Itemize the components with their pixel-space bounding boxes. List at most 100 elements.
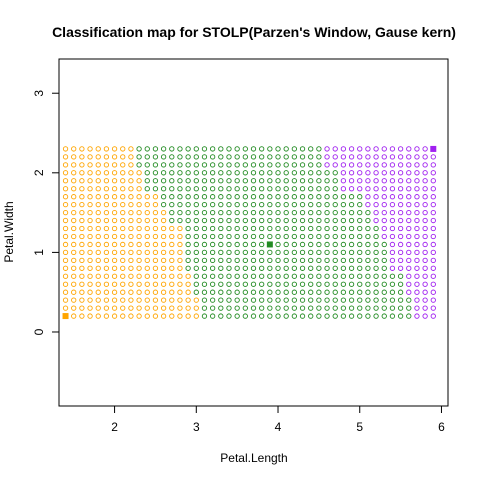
classified-point-setosa	[144, 217, 150, 224]
classified-point-setosa	[152, 217, 159, 224]
classified-point-virginica	[406, 241, 412, 248]
classified-point-versicolor	[373, 305, 379, 311]
classified-point-versicolor	[357, 273, 363, 279]
classified-point-setosa	[79, 233, 85, 240]
classified-point-setosa	[62, 281, 69, 287]
classified-point-setosa	[87, 201, 93, 208]
classified-point-virginica	[348, 146, 355, 152]
classified-point-versicolor	[340, 289, 347, 295]
y-tick-label: 1	[32, 249, 46, 256]
classified-point-versicolor	[381, 289, 387, 295]
classified-point-setosa	[79, 257, 85, 264]
classified-point-versicolor	[193, 154, 199, 160]
classified-point-setosa	[185, 313, 191, 319]
classified-point-versicolor	[250, 281, 257, 287]
classified-point-virginica	[406, 146, 412, 152]
classified-point-versicolor	[242, 305, 248, 311]
classified-point-versicolor	[218, 305, 224, 311]
classified-point-versicolor	[332, 225, 338, 232]
classified-point-setosa	[169, 313, 175, 319]
classified-point-versicolor	[299, 281, 306, 287]
classified-point-setosa	[128, 225, 134, 232]
classified-point-versicolor	[291, 217, 298, 224]
classified-point-virginica	[357, 146, 363, 152]
classified-point-versicolor	[226, 273, 232, 279]
classified-point-versicolor	[201, 289, 208, 295]
classified-point-setosa	[62, 297, 69, 303]
classified-point-versicolor	[226, 194, 232, 200]
classified-point-setosa	[136, 273, 142, 279]
classified-point-versicolor	[234, 146, 240, 152]
classified-point-versicolor	[267, 249, 273, 256]
classified-point-versicolor	[275, 313, 281, 319]
classified-point-versicolor	[185, 233, 191, 240]
classified-point-versicolor	[226, 313, 232, 319]
classified-point-versicolor	[316, 241, 322, 248]
classified-point-versicolor	[373, 281, 379, 287]
classified-point-versicolor	[357, 305, 363, 311]
classified-point-setosa	[79, 241, 85, 248]
classified-point-setosa	[152, 273, 159, 279]
classified-point-virginica	[357, 186, 363, 192]
classified-point-versicolor	[193, 257, 199, 264]
y-tick-label: 3	[32, 90, 46, 97]
classified-point-versicolor	[267, 170, 273, 176]
classified-point-virginica	[430, 225, 436, 232]
classified-point-setosa	[111, 257, 118, 264]
classified-point-virginica	[389, 209, 396, 216]
classified-point-virginica	[414, 178, 420, 184]
classified-point-virginica	[389, 154, 396, 160]
classified-point-versicolor	[357, 194, 363, 200]
classified-point-versicolor	[218, 313, 224, 319]
classified-point-setosa	[169, 281, 175, 287]
classified-point-versicolor	[177, 178, 183, 184]
classified-point-versicolor	[259, 233, 265, 240]
classified-point-setosa	[71, 186, 77, 192]
classified-point-versicolor	[201, 305, 208, 311]
classified-point-versicolor	[226, 201, 232, 208]
classified-point-setosa	[95, 281, 101, 287]
classified-point-versicolor	[316, 146, 322, 152]
classified-point-versicolor	[250, 225, 257, 232]
classified-point-virginica	[397, 186, 404, 192]
classified-point-setosa	[120, 194, 126, 200]
classified-point-versicolor	[324, 217, 330, 224]
classified-point-versicolor	[169, 186, 175, 192]
classified-point-virginica	[365, 146, 371, 152]
classified-point-virginica	[389, 162, 396, 168]
classified-point-versicolor	[316, 209, 322, 216]
classified-point-virginica	[430, 170, 436, 176]
classified-point-versicolor	[234, 265, 240, 271]
classified-point-versicolor	[324, 178, 330, 184]
classified-point-versicolor	[234, 178, 240, 184]
classified-point-versicolor	[193, 217, 199, 224]
classified-point-setosa	[95, 178, 101, 184]
classified-point-versicolor	[201, 178, 208, 184]
classified-point-versicolor	[340, 313, 347, 319]
classified-point-versicolor	[234, 209, 240, 216]
classified-point-versicolor	[185, 225, 191, 232]
classified-point-setosa	[128, 297, 134, 303]
classified-point-versicolor	[324, 257, 330, 264]
classified-point-versicolor	[291, 225, 298, 232]
classified-point-versicolor	[283, 281, 289, 287]
classified-point-versicolor	[218, 217, 224, 224]
classified-point-setosa	[103, 154, 110, 160]
classified-point-setosa	[136, 194, 142, 200]
classified-point-versicolor	[250, 186, 257, 192]
standard-point-setosa	[62, 313, 69, 320]
classified-point-versicolor	[348, 265, 355, 271]
x-tick-label: 4	[275, 420, 282, 434]
classified-point-setosa	[103, 233, 110, 240]
classified-point-versicolor	[357, 225, 363, 232]
classified-point-versicolor	[144, 154, 150, 160]
classified-point-virginica	[389, 194, 396, 200]
classified-point-versicolor	[397, 305, 404, 311]
classified-point-setosa	[128, 217, 134, 224]
classified-point-setosa	[87, 265, 93, 271]
classified-point-versicolor	[406, 297, 412, 303]
classified-point-versicolor	[185, 241, 191, 248]
classified-point-setosa	[128, 162, 134, 168]
classified-point-setosa	[160, 281, 167, 287]
classified-point-versicolor	[144, 170, 150, 176]
